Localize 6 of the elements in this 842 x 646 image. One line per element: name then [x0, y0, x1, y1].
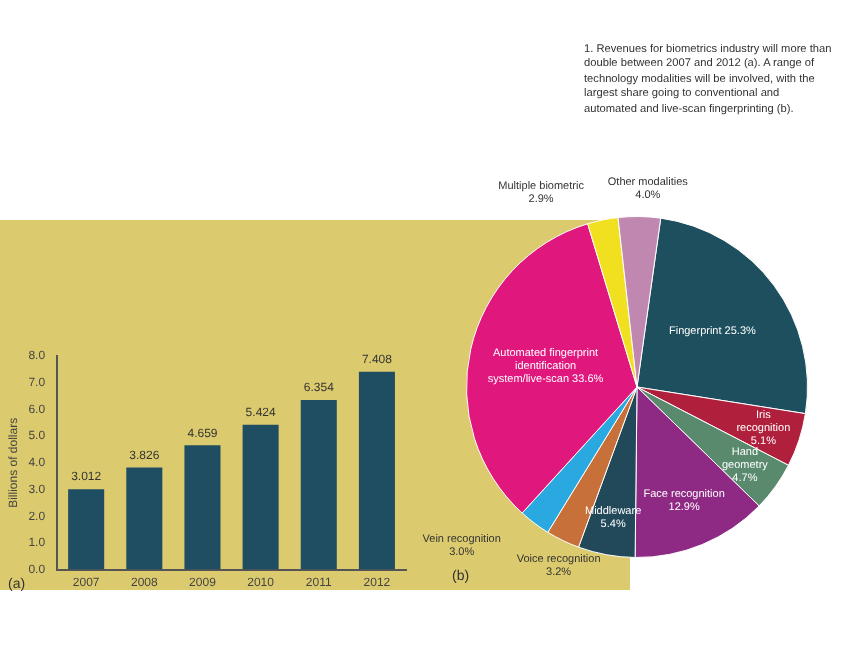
bar	[126, 467, 163, 570]
bar	[300, 399, 337, 570]
bar	[68, 489, 105, 570]
bar	[358, 371, 395, 570]
bar	[242, 424, 279, 570]
bar	[184, 445, 221, 570]
